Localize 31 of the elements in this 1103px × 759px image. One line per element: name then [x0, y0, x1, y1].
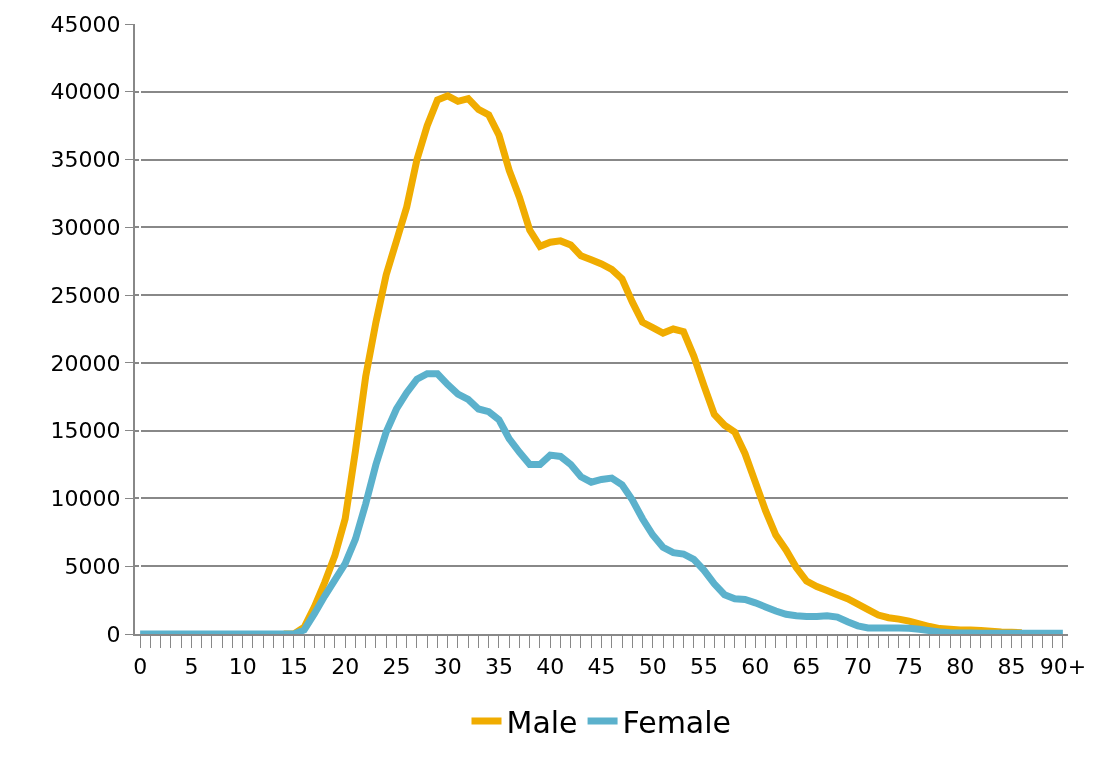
y-tick-label: 15000	[50, 418, 121, 444]
x-tick-label: 50	[638, 654, 667, 680]
x-tick-label: 90+	[1039, 654, 1087, 680]
x-tick-label: 65	[792, 654, 821, 680]
x-tick-label: 0	[133, 654, 148, 680]
x-tick-label: 70	[843, 654, 872, 680]
x-tick-label: 10	[228, 654, 257, 680]
legend-label: Male	[506, 704, 578, 740]
y-tick-label: 30000	[50, 215, 121, 241]
x-tick-label: 15	[279, 654, 308, 680]
x-tick-label: 30	[433, 654, 462, 680]
x-tick-label: 40	[536, 654, 565, 680]
y-tick-label: 0	[106, 621, 121, 647]
y-tick-label: 35000	[50, 147, 121, 173]
x-tick-label: 25	[382, 654, 411, 680]
y-tick-label: 5000	[64, 553, 121, 579]
x-tick-label: 55	[690, 654, 719, 680]
x-tick-label: 45	[587, 654, 616, 680]
x-tick-label: 35	[484, 654, 513, 680]
legend-label: Female	[622, 704, 732, 740]
y-tick-label: 40000	[50, 79, 121, 105]
x-tick-label: 85	[997, 654, 1026, 680]
x-tick-label: 20	[331, 654, 360, 680]
x-tick-label: 60	[741, 654, 770, 680]
y-tick-label: 10000	[50, 486, 121, 512]
x-tick-label: 75	[895, 654, 924, 680]
y-tick-label: 45000	[50, 11, 121, 37]
x-tick-label: 80	[946, 654, 975, 680]
y-tick-label: 25000	[50, 282, 121, 308]
y-tick-label: 20000	[50, 350, 121, 376]
x-tick-label: 5	[184, 654, 199, 680]
